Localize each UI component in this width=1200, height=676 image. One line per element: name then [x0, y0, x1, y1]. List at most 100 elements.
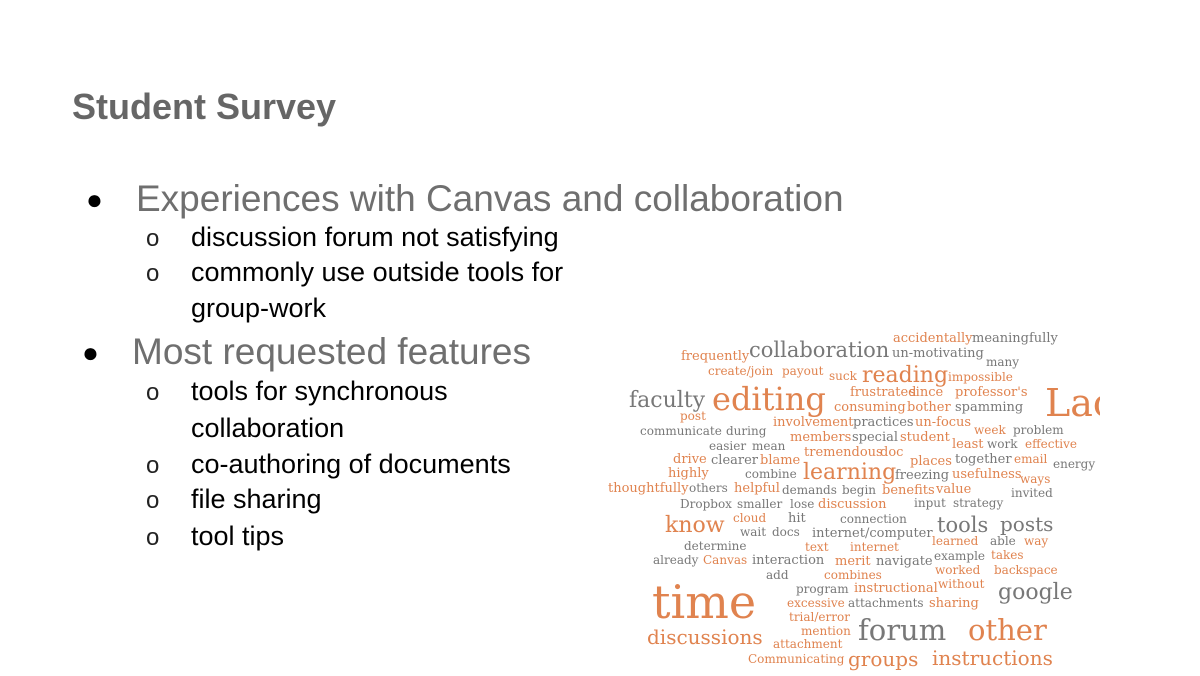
word-cloud-word: instructions — [932, 646, 1053, 670]
word-cloud-word: invited — [1011, 486, 1053, 500]
word-cloud-word: tools — [937, 513, 988, 537]
word-cloud-word: benefits — [882, 483, 935, 498]
word-cloud-word: energy — [1053, 457, 1095, 471]
word-cloud-word: involvement — [773, 415, 854, 430]
word-cloud-word: clearer — [711, 453, 759, 468]
word-cloud-word: hit — [788, 511, 807, 526]
word-cloud-word: takes — [991, 548, 1024, 562]
word-cloud-image: accidentally meaningfully frequently collab… — [600, 326, 1100, 676]
word-cloud-word: tremendous — [804, 445, 883, 460]
word-cloud-word: excessive — [787, 596, 845, 610]
sub-bullet-icon: o — [146, 487, 160, 514]
word-cloud-word: accidentally — [893, 331, 973, 346]
word-cloud-word: freezing — [895, 468, 949, 483]
word-cloud-word: helpful — [734, 481, 780, 496]
word-cloud-word: thoughtfully — [608, 481, 689, 496]
word-cloud-word: interaction — [752, 553, 825, 568]
word-cloud-word: faculty — [629, 388, 706, 413]
word-cloud-word: spamming — [955, 400, 1023, 415]
word-cloud-word: backspace — [994, 563, 1058, 577]
word-cloud-word: program — [796, 582, 849, 596]
word-cloud-word: easier — [709, 439, 746, 453]
word-cloud-word: already — [653, 553, 699, 567]
word-cloud-word: email — [1014, 452, 1047, 466]
word-cloud-word: determine — [684, 539, 747, 553]
slide-title: Student Survey — [72, 86, 337, 127]
word-cloud-word: impossible — [948, 370, 1013, 384]
word-cloud-word: communicate — [640, 424, 722, 438]
word-cloud-word: Lack — [1045, 381, 1100, 425]
word-cloud-word: smaller — [737, 497, 782, 511]
word-cloud-word: attachments — [848, 596, 924, 610]
word-cloud-word: trial/error — [789, 610, 850, 624]
bullet-dot-icon: ● — [82, 337, 99, 368]
bullet-dot-icon: ● — [86, 184, 103, 215]
word-cloud-word: practices — [853, 415, 914, 430]
sub-bullet-continuation: group-work — [191, 293, 327, 323]
sub-bullet-icon: o — [146, 379, 160, 406]
word-cloud-word: meaningfully — [972, 331, 1058, 346]
word-cloud-word: merit — [835, 554, 871, 569]
word-cloud-word: docs — [772, 525, 800, 539]
sub-bullet-icon: o — [146, 225, 160, 252]
word-cloud-word: internet/computer — [812, 526, 933, 541]
word-cloud-word: posts — [1000, 512, 1053, 536]
word-cloud-word: discussions — [647, 625, 763, 649]
word-cloud-word: payout — [782, 364, 824, 378]
word-cloud-word: since — [909, 385, 943, 400]
word-cloud-word: places — [910, 454, 952, 469]
word-cloud-word: example — [934, 549, 985, 563]
word-cloud-word: discussion — [818, 497, 887, 512]
sub-bullet-text: commonly use outside tools for — [191, 257, 564, 287]
sub-bullet-continuation: collaboration — [191, 413, 345, 443]
word-cloud-word: text — [805, 540, 829, 554]
word-cloud-word: mention — [801, 624, 851, 638]
word-cloud-word: least — [952, 437, 984, 452]
word-cloud-word: add — [766, 568, 789, 582]
word-cloud-word: suck — [829, 369, 858, 383]
word-cloud-word: problem — [1013, 423, 1064, 437]
word-cloud-word: others — [689, 481, 728, 495]
sub-bullet-icon: o — [146, 524, 160, 551]
word-cloud-word: able — [990, 534, 1016, 548]
word-cloud-word: special — [852, 430, 898, 445]
word-cloud-word: doc — [880, 445, 903, 460]
word-cloud-word: wait — [740, 525, 766, 539]
word-cloud-word: lose — [790, 497, 814, 511]
sub-bullet-icon: o — [146, 260, 160, 287]
word-cloud-word: input — [914, 496, 946, 510]
word-cloud-word: worked — [935, 563, 981, 577]
word-cloud-word: effective — [1025, 437, 1077, 451]
word-cloud-word: instructional — [854, 581, 938, 596]
word-cloud-word: drive — [673, 452, 707, 467]
word-cloud-word: combine — [745, 467, 797, 481]
word-cloud-word: editing — [712, 380, 826, 418]
word-cloud-word: value — [935, 482, 972, 497]
word-cloud-word: highly — [668, 466, 709, 481]
word-cloud-word: during — [726, 424, 767, 438]
sub-bullet-text: co-authoring of documents — [191, 449, 511, 479]
word-cloud-word: week — [974, 423, 1006, 437]
word-cloud-word: other — [968, 613, 1047, 647]
word-cloud-word: usefulness — [952, 467, 1022, 482]
word-cloud-word: blame — [760, 453, 801, 468]
word-cloud-word: un-focus — [915, 415, 971, 430]
word-cloud-word: demands — [782, 483, 837, 497]
word-cloud-word: frustrated — [850, 385, 917, 400]
word-cloud-word: way — [1024, 534, 1048, 548]
word-cloud-word: begin — [842, 483, 876, 497]
bullet-text: Most requested features — [132, 331, 531, 372]
word-cloud-word: attachment — [773, 637, 843, 651]
word-cloud-word: google — [998, 580, 1073, 605]
word-cloud-word: strategy — [953, 496, 1003, 510]
word-cloud-word: collaboration — [749, 338, 889, 362]
word-cloud-word: together — [955, 452, 1012, 467]
word-cloud-word: time — [652, 575, 756, 629]
word-cloud-word: create/join — [708, 364, 773, 378]
sub-bullet-text: file sharing — [191, 484, 322, 514]
word-cloud-svg: accidentally meaningfully frequently collab… — [608, 331, 1100, 671]
word-cloud-word: many — [986, 355, 1019, 369]
word-cloud-word: Communicating — [748, 652, 845, 666]
word-cloud-word: members — [790, 430, 851, 445]
